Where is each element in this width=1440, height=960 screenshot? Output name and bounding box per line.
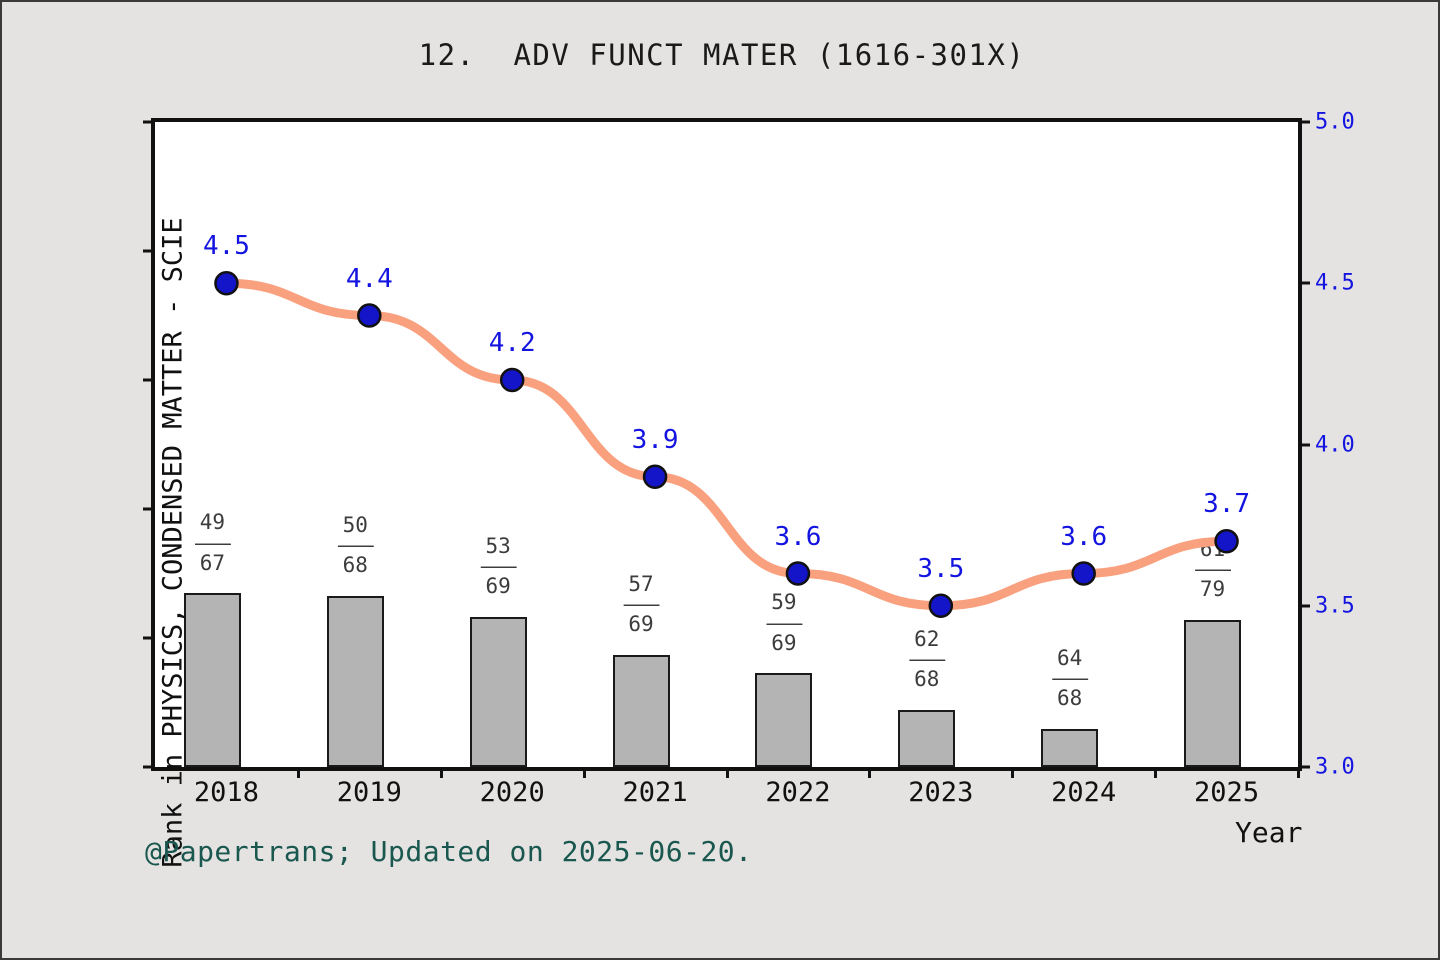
cited-half-life-value-2019: 4.4 (345, 263, 393, 294)
bar-2020 (469, 617, 527, 767)
rank-denominator: 69 (771, 630, 797, 655)
x-axis-label: Year (1235, 816, 1303, 849)
fraction-bar: ——— (1052, 665, 1088, 690)
bar-rank-fraction-2023: 62 ——— 68 (867, 628, 987, 690)
data-point-marker-2023 (928, 593, 954, 618)
rank-numerator: 64 (1057, 645, 1083, 670)
x-axis-tick-mark (725, 767, 729, 778)
plot-inner: 0%20%40%60%80%100% 3.03.54.04.55.0 20182… (143, 110, 1355, 868)
x-axis-tick-label: 2021 (622, 777, 688, 808)
bar-2025 (1184, 619, 1242, 767)
rank-numerator: 49 (199, 510, 226, 535)
y-axis-right-tick-mark (1298, 443, 1310, 446)
y-axis-left-tick-mark (143, 765, 155, 769)
cited-half-life-value-2023: 3.5 (917, 553, 965, 584)
x-axis-tick-label: 2022 (765, 777, 831, 808)
bar-2018 (183, 593, 241, 767)
bar-rank-fraction-2018: 49 ——— 67 (152, 511, 272, 573)
bar-2023 (898, 710, 956, 767)
y-axis-right-tick-label: 3.0 (1315, 754, 1355, 780)
x-axis-tick-mark (1154, 767, 1158, 778)
fraction-bar: ——— (194, 530, 231, 555)
x-axis-tick-label: 2018 (193, 777, 259, 808)
rank-denominator: 69 (628, 611, 654, 636)
y-axis-right-tick-label: 5.0 (1315, 109, 1355, 135)
cited-half-life-value-2018: 4.5 (202, 231, 250, 262)
y-axis-left-label: Rank in PHYSICS, CONDENSED MATTER - SCIE (157, 217, 189, 868)
rank-denominator: 79 (1199, 577, 1226, 602)
x-axis-tick-mark (868, 767, 872, 778)
y-axis-right-tick-mark (1298, 120, 1310, 124)
x-axis-tick-mark (1011, 767, 1015, 778)
x-axis-tick-label: 2025 (1194, 777, 1260, 808)
y-axis-left-tick-mark (143, 636, 155, 640)
data-point-marker-2024 (1071, 561, 1096, 586)
y-axis-left-tick-mark (143, 120, 155, 124)
x-axis-tick-mark (1297, 767, 1300, 778)
bar-rank-fraction-2024: 64 ——— 68 (1010, 647, 1130, 709)
bar-rank-fraction-2021: 57 ——— 69 (581, 573, 701, 635)
x-axis-tick-label: 2020 (479, 777, 545, 808)
rank-denominator: 69 (485, 574, 511, 599)
y-axis-right-tick-mark (1298, 281, 1310, 285)
rank-denominator: 68 (342, 553, 368, 578)
bar-2024 (1041, 728, 1099, 767)
y-axis-right-tick-label: 4.0 (1315, 432, 1355, 457)
x-axis-tick-mark (439, 767, 443, 778)
rank-denominator: 68 (914, 667, 940, 692)
rank-denominator: 67 (199, 550, 226, 575)
cited-half-life-value-2024: 3.6 (1060, 521, 1108, 552)
data-point-marker-2020 (499, 367, 525, 393)
data-point-marker-2022 (785, 561, 811, 586)
cited-half-life-value-2020: 4.2 (488, 328, 536, 358)
data-point-marker-2019 (357, 303, 382, 328)
page-title: 12. ADV FUNCT MATER (1616-301X) (418, 38, 1026, 72)
rank-numerator: 62 (914, 627, 940, 652)
fraction-bar: ——— (766, 610, 802, 635)
bar-rank-fraction-2019: 50 ——— 68 (295, 514, 415, 576)
bar-2022 (755, 673, 813, 767)
x-axis-tick-label: 2024 (1051, 777, 1117, 808)
bar-2019 (326, 596, 384, 767)
x-axis-tick-label: 2023 (908, 777, 974, 808)
fraction-bar: ——— (909, 647, 945, 672)
bar-rank-fraction-2025: 61 ——— 79 (1153, 538, 1273, 600)
x-axis-tick-mark (296, 767, 300, 778)
y-axis-right-tick-label: 4.5 (1315, 270, 1355, 296)
cited-half-life-value-2021: 3.9 (631, 424, 679, 455)
bar-2021 (612, 654, 670, 767)
cited-half-life-value-2025: 3.7 (1203, 489, 1251, 520)
cited-half-life-value-2022: 3.6 (774, 521, 822, 552)
bar-rank-fraction-2020: 53 ——— 69 (438, 535, 558, 597)
y-axis-left-tick-mark (143, 378, 155, 382)
bar-rank-fraction-2022: 59 ——— 69 (724, 591, 844, 653)
y-axis-right-tick-label: 3.5 (1315, 593, 1355, 619)
plot-frame: 0%20%40%60%80%100% 3.03.54.04.55.0 20182… (143, 110, 1355, 868)
x-axis-tick-label: 2019 (336, 777, 402, 808)
data-point-marker-2018 (214, 271, 239, 296)
x-axis-tick-mark (582, 767, 586, 778)
y-axis-left-tick-mark (143, 507, 155, 511)
y-axis-left-tick-mark (143, 249, 155, 253)
data-point-marker-2021 (642, 464, 668, 489)
y-axis-right-tick-mark (1298, 765, 1310, 769)
footer-credit: @Papertrans; Updated on 2025-06-20. (145, 835, 753, 868)
rank-denominator: 68 (1057, 686, 1083, 711)
y-axis-right-tick-mark (1298, 604, 1310, 608)
